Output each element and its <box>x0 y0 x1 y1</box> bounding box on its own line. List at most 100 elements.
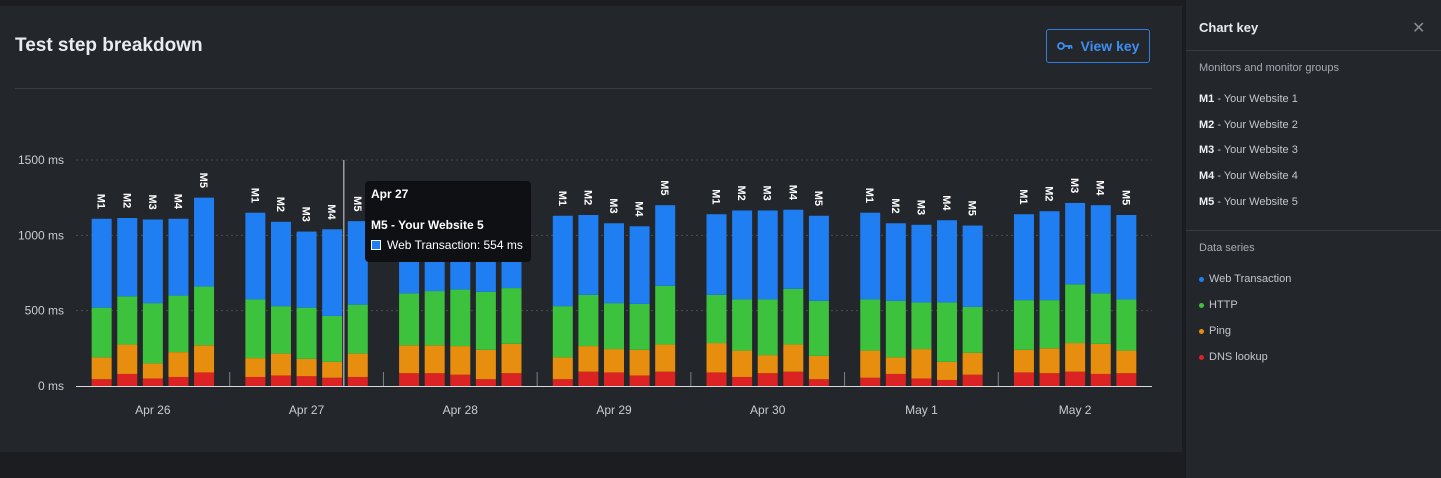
bar-segment[interactable] <box>783 371 804 386</box>
bar-segment[interactable] <box>860 299 881 351</box>
bar-segment[interactable] <box>1116 299 1137 351</box>
bar-segment[interactable] <box>911 378 932 386</box>
bar-segment[interactable] <box>937 302 958 362</box>
bar-segment[interactable] <box>1065 202 1086 285</box>
bar-segment[interactable] <box>706 372 727 386</box>
bar-segment[interactable] <box>194 372 215 386</box>
bar-segment[interactable] <box>962 225 983 307</box>
bar-segment[interactable] <box>937 379 958 386</box>
bar-segment[interactable] <box>655 205 676 286</box>
bar-segment[interactable] <box>1013 349 1034 373</box>
bar-segment[interactable] <box>424 345 445 374</box>
bar-segment[interactable] <box>783 209 804 289</box>
bar-segment[interactable] <box>270 375 291 386</box>
bar-segment[interactable] <box>450 346 471 375</box>
bar-segment[interactable] <box>1013 372 1034 386</box>
bar-segment[interactable] <box>322 229 343 316</box>
bar-segment[interactable] <box>962 306 983 353</box>
bar-segment[interactable] <box>757 299 778 356</box>
bar-segment[interactable] <box>194 197 215 287</box>
bar-segment[interactable] <box>732 376 753 386</box>
bar-segment[interactable] <box>808 379 829 386</box>
bar-segment[interactable] <box>296 358 317 377</box>
bar-segment[interactable] <box>1090 205 1111 294</box>
bar-segment[interactable] <box>1039 211 1060 301</box>
bar-segment[interactable] <box>655 285 676 345</box>
bar-segment[interactable] <box>757 373 778 386</box>
bar-segment[interactable] <box>1065 284 1086 344</box>
close-icon[interactable]: ✕ <box>1412 20 1426 37</box>
bar-segment[interactable] <box>1065 371 1086 386</box>
bar-segment[interactable] <box>168 218 189 296</box>
bar-segment[interactable] <box>552 357 573 380</box>
bar-segment[interactable] <box>245 376 266 386</box>
bar-segment[interactable] <box>937 361 958 380</box>
bar-segment[interactable] <box>655 371 676 386</box>
bar-segment[interactable] <box>245 358 266 377</box>
bar-segment[interactable] <box>142 303 163 364</box>
bar-segment[interactable] <box>783 288 804 345</box>
bar-segment[interactable] <box>732 210 753 300</box>
bar-segment[interactable] <box>808 300 829 356</box>
bar-segment[interactable] <box>732 350 753 377</box>
bar-segment[interactable] <box>168 295 189 353</box>
bar-segment[interactable] <box>475 349 496 380</box>
bar-segment[interactable] <box>783 344 804 372</box>
bar-segment[interactable] <box>91 218 112 308</box>
bar-segment[interactable] <box>270 306 291 354</box>
bar-segment[interactable] <box>885 300 906 358</box>
bar-segment[interactable] <box>860 350 881 378</box>
bar-segment[interactable] <box>1090 293 1111 344</box>
bar-segment[interactable] <box>117 296 138 345</box>
bar-segment[interactable] <box>911 349 932 379</box>
bar-segment[interactable] <box>475 379 496 386</box>
bar-segment[interactable] <box>1065 343 1086 372</box>
bar-segment[interactable] <box>604 349 624 373</box>
bar-segment[interactable] <box>168 376 189 386</box>
bar-segment[interactable] <box>399 345 420 374</box>
bar-segment[interactable] <box>399 293 420 346</box>
bar-segment[interactable] <box>860 377 881 386</box>
bar-segment[interactable] <box>1090 373 1111 386</box>
bar-segment[interactable] <box>604 223 624 304</box>
bar-segment[interactable] <box>91 379 112 386</box>
bar-segment[interactable] <box>1039 373 1060 386</box>
bar-segment[interactable] <box>1039 300 1060 349</box>
bar-segment[interactable] <box>424 291 445 346</box>
bar-segment[interactable] <box>501 373 522 386</box>
bar-segment[interactable] <box>142 363 163 379</box>
bar-segment[interactable] <box>322 361 343 378</box>
bar-segment[interactable] <box>655 344 676 372</box>
bar-segment[interactable] <box>347 221 368 305</box>
bar-segment[interactable] <box>706 294 727 344</box>
bar-segment[interactable] <box>142 219 163 304</box>
bar-segment[interactable] <box>1116 373 1137 386</box>
bar-segment[interactable] <box>604 303 624 350</box>
bar-segment[interactable] <box>91 307 112 358</box>
bar-segment[interactable] <box>552 306 573 358</box>
bar-segment[interactable] <box>1116 350 1137 374</box>
bar-segment[interactable] <box>270 221 291 307</box>
bar-segment[interactable] <box>732 299 753 351</box>
bar-segment[interactable] <box>552 215 573 307</box>
bar-segment[interactable] <box>1039 348 1060 374</box>
bar-segment[interactable] <box>501 288 522 344</box>
bar-segment[interactable] <box>885 223 906 301</box>
bar-segment[interactable] <box>885 357 906 374</box>
bar-segment[interactable] <box>245 212 266 300</box>
bar-segment[interactable] <box>347 304 368 354</box>
bar-segment[interactable] <box>808 215 829 301</box>
bar-segment[interactable] <box>1013 300 1034 350</box>
bar-segment[interactable] <box>578 371 599 386</box>
bar-segment[interactable] <box>168 352 189 377</box>
bar-segment[interactable] <box>937 220 958 303</box>
bar-segment[interactable] <box>578 294 599 347</box>
bar-segment[interactable] <box>117 344 138 374</box>
bar-segment[interactable] <box>1116 214 1137 300</box>
bar-segment[interactable] <box>1090 343 1111 374</box>
bar-segment[interactable] <box>706 343 727 373</box>
bar-segment[interactable] <box>450 289 471 347</box>
bar-segment[interactable] <box>757 355 778 374</box>
bar-segment[interactable] <box>578 214 599 295</box>
bar-segment[interactable] <box>552 379 573 386</box>
